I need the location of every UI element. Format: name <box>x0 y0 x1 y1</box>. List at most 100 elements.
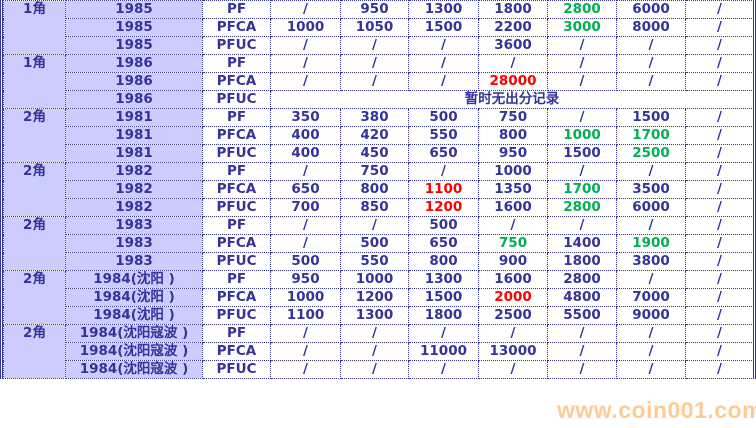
table-row: 2角 1984(沈阳 ) PF 950 1000 1300 1600 2800// <box>3 270 754 325</box>
price-cell: 28000 <box>478 72 548 91</box>
grade-type-cell: PF <box>202 108 271 127</box>
year-cell: 1985 <box>65 0 203 19</box>
grade-type-cell: PFUC <box>202 90 271 109</box>
price-cell: / <box>478 360 548 379</box>
price-cell: 550 <box>340 252 409 271</box>
year-cell: 1985 <box>65 36 203 55</box>
price-cell: / <box>270 342 341 361</box>
table-row: 2角 1984(沈阳寇波 ) PF / / / / / / / <box>3 324 754 379</box>
year-cell: 1982 <box>65 180 203 199</box>
year-cell: 1981 <box>65 126 203 145</box>
price-table-frame: 1角 1985 PF/950 1300 1800 2800 6000/1985 PFCA 100… <box>0 0 756 379</box>
price-cell: / <box>616 54 686 73</box>
price-cell: / <box>408 324 479 343</box>
price-cell: 1800 <box>408 306 479 325</box>
price-cell: / <box>685 342 754 361</box>
price-cell: / <box>685 36 754 55</box>
price-cell: / <box>685 108 754 127</box>
price-cell: / <box>478 216 548 235</box>
table-row: 1986 PFCA / //28000// / <box>4 72 754 91</box>
price-cell: 450 <box>340 144 409 163</box>
price-cell: 1700 <box>616 126 686 145</box>
price-cell: / <box>685 324 754 343</box>
price-cell: 800 <box>408 252 479 271</box>
price-cell: 9000 <box>616 306 686 325</box>
grade-type-cell: PFCA <box>202 180 271 199</box>
grade-type-cell: PFUC <box>202 306 271 325</box>
price-cell: 2800 <box>547 198 617 217</box>
price-cell: 800 <box>340 180 409 199</box>
price-cell: / <box>616 360 686 379</box>
grade-type-cell: PF <box>202 324 271 343</box>
price-cell: 650 <box>408 144 479 163</box>
price-cell: 1100 <box>408 180 479 199</box>
price-cell: / <box>685 360 754 379</box>
price-cell: / <box>616 324 686 343</box>
price-cell: 1800 <box>547 252 617 271</box>
price-cell: / <box>547 108 617 127</box>
price-cell: 1600 <box>478 198 548 217</box>
denomination-cell: 2角 <box>3 162 66 217</box>
grade-type-cell: PFUC <box>202 144 271 163</box>
year-cell: 1983 <box>65 234 203 253</box>
price-cell: 400 <box>270 126 341 145</box>
price-cell: 550 <box>408 126 479 145</box>
denomination-cell: 1角 <box>3 0 66 55</box>
price-cell: 1000 <box>340 270 409 289</box>
price-cell: 2800 <box>547 0 617 19</box>
table-row: 1984(沈阳 ) PFUC 1100 1300 1800 2500 5500 9000/ <box>4 306 754 325</box>
price-cell: 3000 <box>547 18 617 37</box>
price-cell: 11000 <box>408 342 479 361</box>
denomination-cell: 2角 <box>3 108 66 163</box>
price-cell: 1300 <box>408 270 479 289</box>
price-cell: 1500 <box>547 144 617 163</box>
year-cell: 1984(沈阳 ) <box>65 288 203 307</box>
table-row: 1角 1986 PF / / / / / / / <box>3 54 754 109</box>
grade-type-cell: PFCA <box>202 126 271 145</box>
coin-price-table: 1角 1985 PF/950 1300 1800 2800 6000/1985 PFCA 100… <box>3 0 754 379</box>
price-cell: / <box>408 36 479 55</box>
year-cell: 1986 <box>65 54 203 73</box>
price-cell: 1500 <box>616 108 686 127</box>
grade-type-cell: PF <box>202 54 271 73</box>
price-cell: / <box>340 36 409 55</box>
price-cell: / <box>547 216 617 235</box>
table-row: 1986 PFUC 暂时无出分记录 <box>4 90 754 109</box>
price-cell: / <box>685 54 754 73</box>
grade-type-cell: PFCA <box>202 342 271 361</box>
price-cell: 700 <box>270 198 341 217</box>
price-cell: 3800 <box>616 252 686 271</box>
price-cell: 1500 <box>408 18 479 37</box>
price-cell: 750 <box>478 108 548 127</box>
no-record-note: 暂时无出分记录 <box>270 90 754 109</box>
year-cell: 1984(沈阳 ) <box>65 306 203 325</box>
price-cell: / <box>340 360 409 379</box>
year-cell: 1984(沈阳 ) <box>65 270 203 289</box>
price-cell: 1350 <box>478 180 548 199</box>
price-cell: 500 <box>408 108 479 127</box>
year-cell: 1984(沈阳寇波 ) <box>65 360 203 379</box>
price-cell: / <box>685 198 754 217</box>
price-cell: / <box>616 72 686 91</box>
grade-type-cell: PF <box>202 0 271 19</box>
price-cell: / <box>547 324 617 343</box>
price-cell: 650 <box>270 180 341 199</box>
table-row: 1981 PFUC 400 450 650 950 1500 2500/ <box>4 144 754 163</box>
price-cell: / <box>478 324 548 343</box>
price-cell: 1600 <box>478 270 548 289</box>
price-cell: 650 <box>408 234 479 253</box>
year-cell: 1983 <box>65 252 203 271</box>
year-cell: 1984(沈阳寇波 ) <box>65 342 203 361</box>
table-row: 1985 PFCA 1000 1050 1500 2200 3000 8000/ <box>4 18 754 37</box>
price-cell: 2000 <box>478 288 548 307</box>
denomination-cell: 2角 <box>3 324 66 379</box>
grade-type-cell: PF <box>202 270 271 289</box>
price-cell: / <box>685 180 754 199</box>
year-cell: 1986 <box>65 90 203 109</box>
price-cell: 13000 <box>478 342 548 361</box>
denomination-cell: 2角 <box>3 270 66 325</box>
price-cell: 2500 <box>616 144 686 163</box>
price-cell: 380 <box>340 108 409 127</box>
price-cell: 2200 <box>478 18 548 37</box>
table-row: 1983 PFUC 500 550 800 900 1800 3800/ <box>4 252 754 271</box>
